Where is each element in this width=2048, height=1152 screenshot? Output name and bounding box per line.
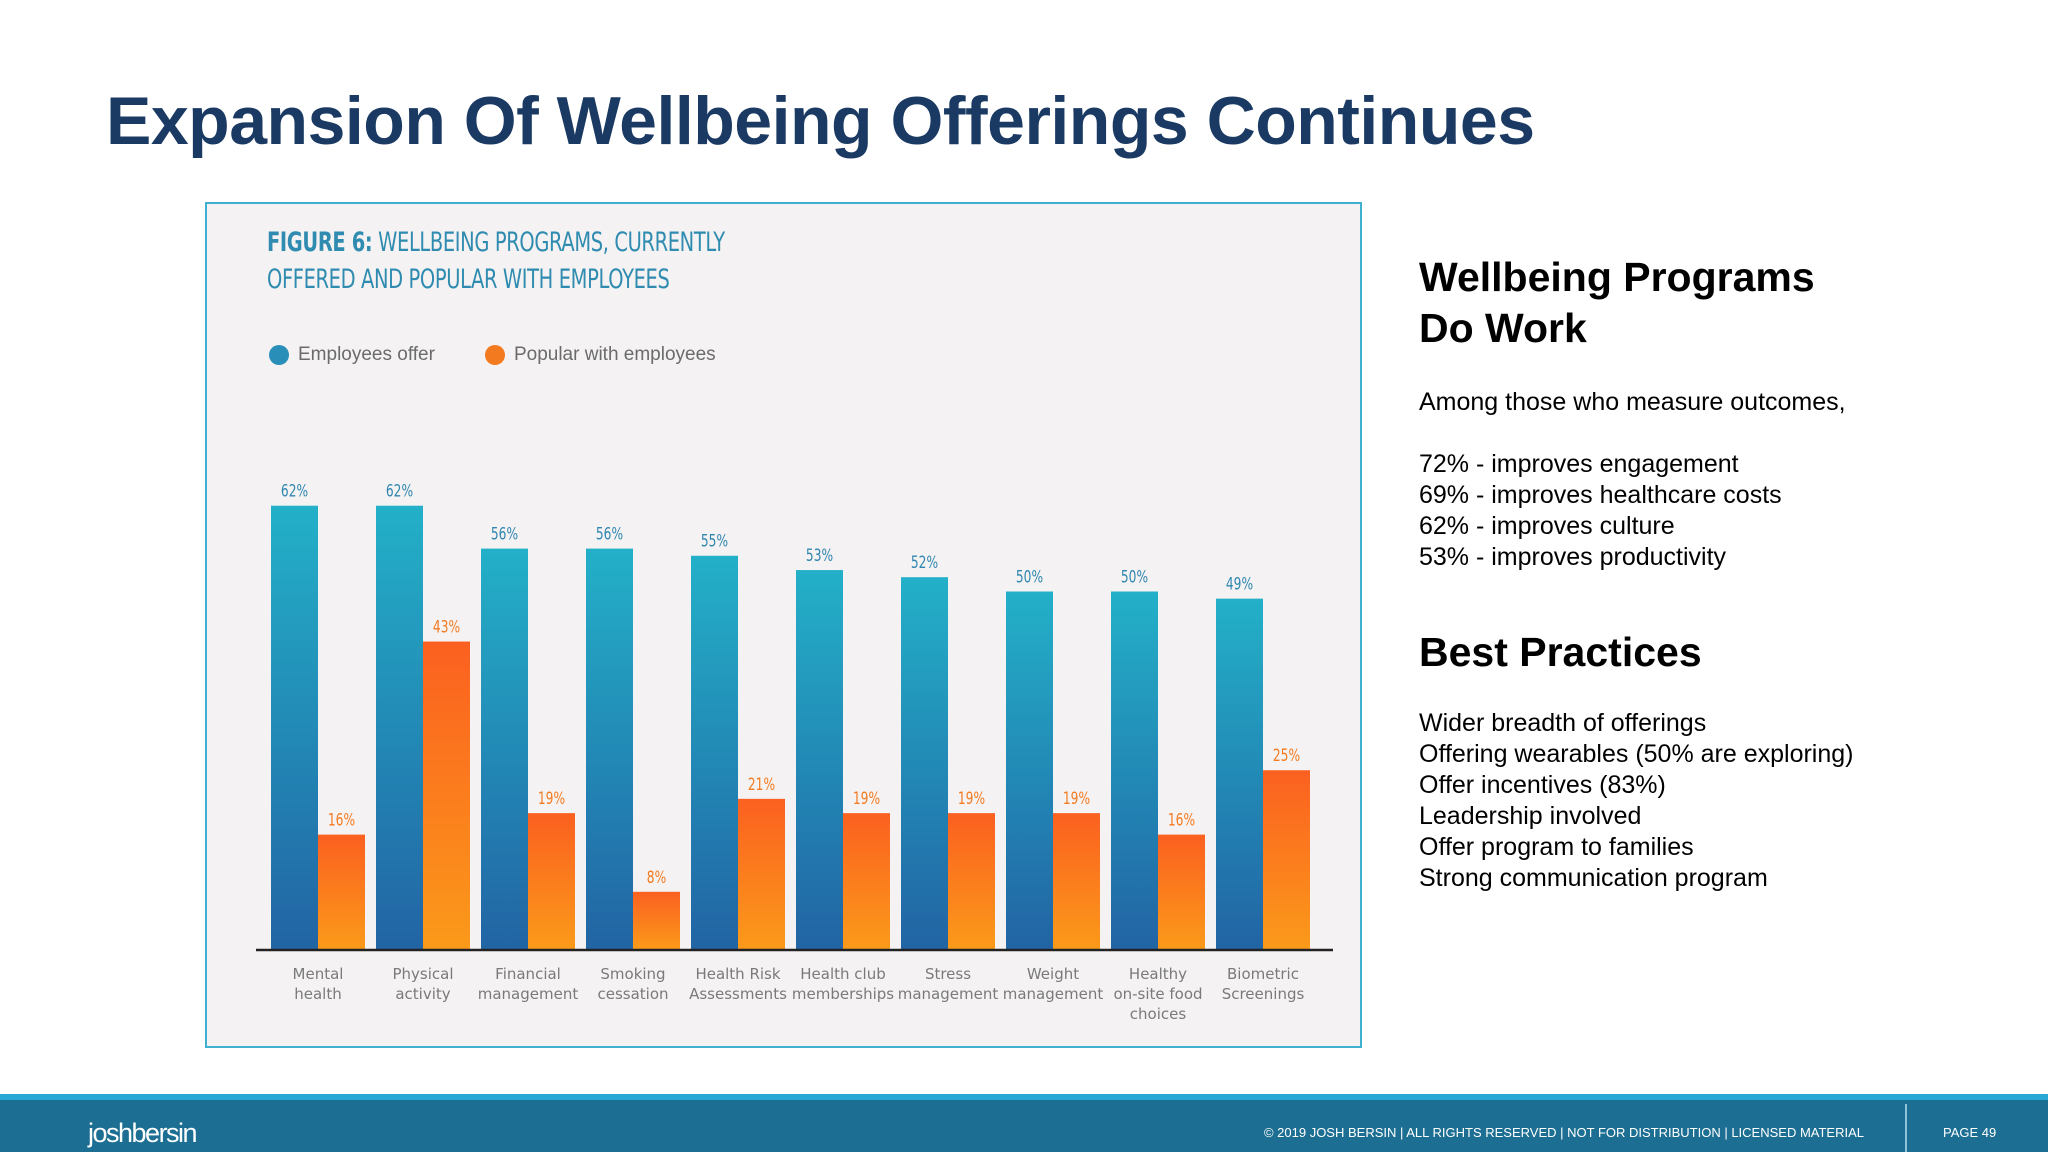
category-label: Physical bbox=[392, 965, 453, 983]
data-label-popular: 19% bbox=[1063, 789, 1090, 809]
bar-offer bbox=[691, 555, 738, 949]
data-label-popular: 16% bbox=[328, 810, 355, 830]
bar-popular bbox=[843, 813, 890, 949]
footer-divider bbox=[1905, 1104, 1907, 1152]
stat-item: 69% - improves healthcare costs bbox=[1419, 481, 1782, 509]
data-label-offer: 56% bbox=[596, 524, 623, 544]
copyright-notice: © 2019 JOSH BERSIN | ALL RIGHTS RESERVED… bbox=[1263, 1125, 1864, 1140]
best-practices-heading: Best Practices bbox=[1419, 629, 1702, 675]
category-label: Health Risk bbox=[695, 965, 780, 983]
bar-popular bbox=[738, 798, 785, 949]
category-label: health bbox=[294, 985, 341, 1003]
figure-title: FIGURE 6: WELLBEING PROGRAMS, CURRENTLY … bbox=[267, 224, 915, 298]
legend-item-popular: Popular with employees bbox=[484, 344, 716, 366]
brand-logo: joshbersin bbox=[88, 1118, 198, 1148]
category-label: choices bbox=[1130, 1005, 1187, 1023]
category-label: Financial bbox=[495, 965, 561, 983]
legend-label-employees-offer: Employees offer bbox=[298, 344, 435, 365]
practice-item: Offer incentives (83%) bbox=[1419, 771, 1666, 799]
data-label-offer: 62% bbox=[281, 481, 308, 501]
category-label: Mental bbox=[293, 965, 344, 983]
stat-item: 62% - improves culture bbox=[1419, 512, 1675, 540]
stat-item: 53% - improves productivity bbox=[1419, 543, 1727, 571]
practice-item: Leadership involved bbox=[1419, 802, 1642, 830]
best-practices-list: Wider breadth of offerings Offering wear… bbox=[1419, 708, 2019, 894]
legend-swatch-orange-icon bbox=[484, 345, 505, 365]
stat-item: 72% - improves engagement bbox=[1419, 450, 1739, 478]
bar-offer bbox=[481, 548, 528, 949]
bar-chart: 62% 16% Mental health 62% 43% Physical activity… bbox=[256, 481, 1333, 1023]
data-label-offer: 53% bbox=[806, 546, 833, 566]
bar-offer bbox=[586, 548, 633, 949]
legend-label-popular: Popular with employees bbox=[513, 344, 716, 365]
category-label: cessation bbox=[597, 985, 668, 1003]
side-panel: Wellbeing Programs Do Work Among those w… bbox=[1419, 252, 2019, 894]
legend-item-employees-offer: Employees offer bbox=[269, 344, 435, 366]
data-label-offer: 50% bbox=[1121, 567, 1148, 587]
bar-offer bbox=[1006, 591, 1053, 949]
category-label: management bbox=[1003, 985, 1104, 1003]
bar-offer bbox=[901, 577, 948, 949]
category-label: Weight bbox=[1027, 965, 1079, 983]
category-label: management bbox=[898, 985, 999, 1003]
category-label: on-site food bbox=[1113, 985, 1202, 1003]
category-label: Assessments bbox=[689, 985, 787, 1003]
slide-title: Expansion Of Wellbeing Offerings Continu… bbox=[106, 83, 1535, 159]
practice-item: Wider breadth of offerings bbox=[1419, 709, 1707, 737]
bar-offer bbox=[1216, 598, 1263, 949]
bar-popular bbox=[528, 813, 575, 949]
category-label: Biometric bbox=[1227, 965, 1299, 983]
results-stats-list: 72% - improves engagement 69% - improves… bbox=[1419, 449, 2019, 573]
figure-title-line1: FIGURE 6: WELLBEING PROGRAMS, CURRENTLY bbox=[267, 224, 915, 261]
footer-bar: joshbersin © 2019 JOSH BERSIN | ALL RIGH… bbox=[0, 1094, 2048, 1152]
bar-popular bbox=[318, 834, 365, 949]
data-label-offer: 50% bbox=[1016, 567, 1043, 587]
category-label: memberships bbox=[792, 985, 894, 1003]
category-label: Healthy bbox=[1129, 965, 1187, 983]
category-label: Stress bbox=[925, 965, 971, 983]
practice-item: Offering wearables (50% are exploring) bbox=[1419, 740, 1854, 768]
data-label-popular: 8% bbox=[647, 867, 666, 887]
data-label-popular: 43% bbox=[433, 617, 460, 637]
data-label-popular: 21% bbox=[748, 774, 775, 794]
data-label-offer: 56% bbox=[491, 524, 518, 544]
legend-swatch-blue-icon bbox=[269, 345, 289, 365]
bar-offer bbox=[271, 505, 318, 949]
category-label: activity bbox=[395, 985, 450, 1003]
data-label-offer: 52% bbox=[911, 553, 938, 573]
bar-offer bbox=[376, 505, 423, 949]
figure-title-line2: OFFERED AND POPULAR WITH EMPLOYEES bbox=[267, 264, 670, 295]
results-heading-line2: Do Work bbox=[1419, 305, 1587, 351]
results-intro: Among those who measure outcomes, bbox=[1419, 388, 1846, 416]
practice-item: Strong communication program bbox=[1419, 864, 1768, 892]
category-label: Smoking bbox=[600, 965, 665, 983]
bar-popular bbox=[633, 891, 680, 949]
bar-popular bbox=[1158, 834, 1205, 949]
category-label: Health club bbox=[800, 965, 885, 983]
data-label-popular: 19% bbox=[853, 789, 880, 809]
category-label: Screenings bbox=[1222, 985, 1305, 1003]
category-label: management bbox=[478, 985, 579, 1003]
bar-offer bbox=[1111, 591, 1158, 949]
data-label-popular: 16% bbox=[1168, 810, 1195, 830]
figure-title-line1-text: WELLBEING PROGRAMS, CURRENTLY bbox=[378, 227, 725, 258]
data-label-offer: 55% bbox=[701, 531, 728, 551]
figure-number: FIGURE 6: bbox=[267, 227, 373, 258]
data-label-popular: 19% bbox=[538, 789, 565, 809]
practice-item: Offer program to families bbox=[1419, 833, 1694, 861]
data-label-popular: 25% bbox=[1273, 746, 1300, 766]
data-label-offer: 49% bbox=[1226, 574, 1253, 594]
data-label-offer: 62% bbox=[386, 481, 413, 501]
results-heading-line1: Wellbeing Programs bbox=[1419, 254, 1815, 300]
bar-popular bbox=[423, 641, 470, 949]
bar-offer bbox=[796, 570, 843, 949]
chart-legend: Employees offer Popular with employees bbox=[269, 344, 716, 366]
page-number: PAGE 49 bbox=[1943, 1125, 1997, 1140]
bar-popular bbox=[948, 813, 995, 949]
bar-popular bbox=[1263, 770, 1310, 949]
results-heading: Wellbeing Programs Do Work bbox=[1419, 252, 2019, 354]
data-label-popular: 19% bbox=[958, 789, 985, 809]
bar-popular bbox=[1053, 813, 1100, 949]
figure-panel: FIGURE 6: WELLBEING PROGRAMS, CURRENTLY … bbox=[205, 202, 1362, 1048]
